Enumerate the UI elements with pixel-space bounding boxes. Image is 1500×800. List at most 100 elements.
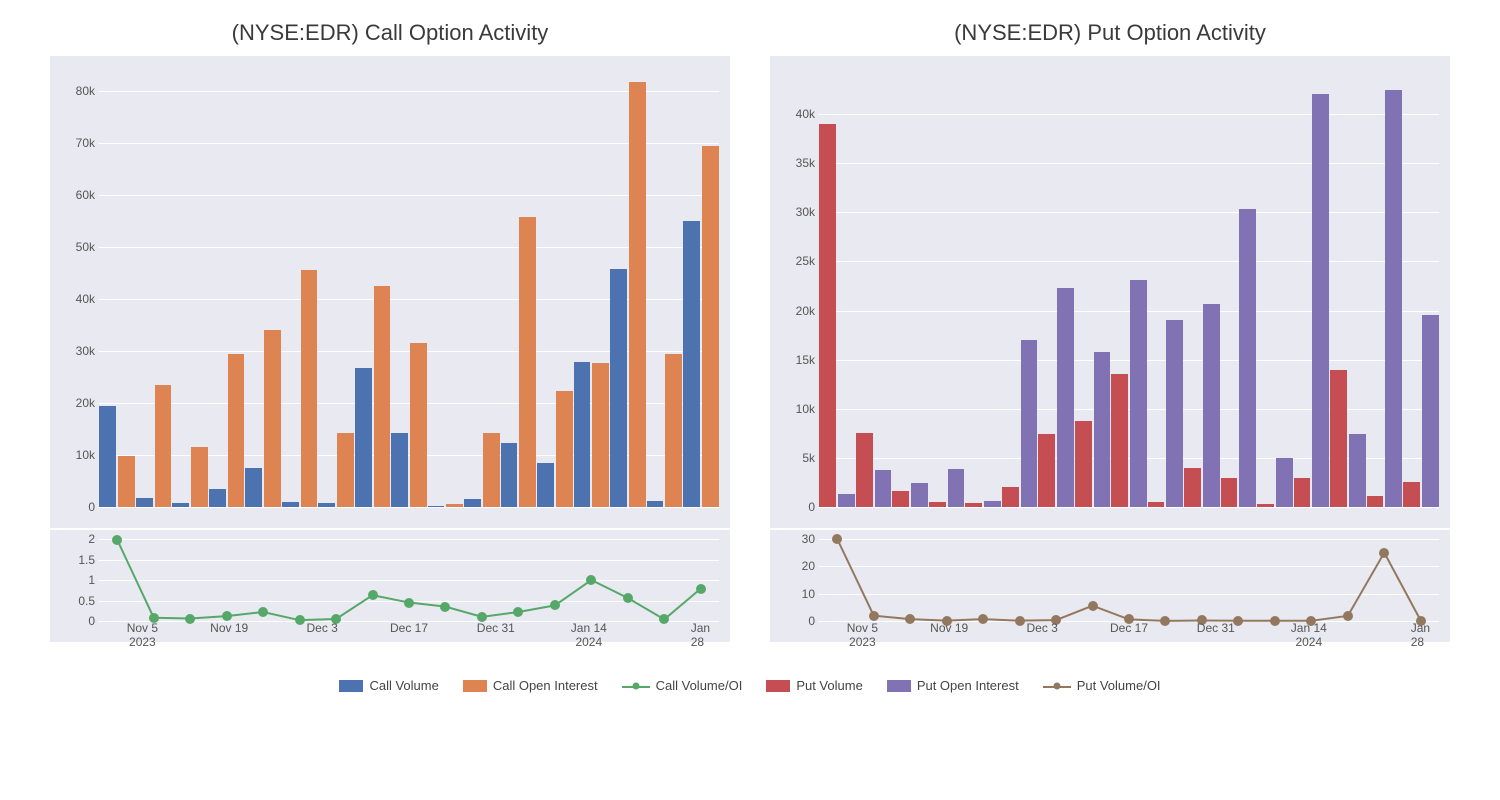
- y-tick: 1: [53, 573, 95, 587]
- ratio-marker: [1343, 611, 1353, 621]
- y-tick: 0: [53, 614, 95, 628]
- ratio-marker: [513, 607, 523, 617]
- bar-group: [892, 65, 928, 507]
- y-tick: 40k: [53, 292, 95, 306]
- bar-group: [1038, 65, 1074, 507]
- bar-group: [1293, 65, 1329, 507]
- volume-bar: [1075, 421, 1092, 507]
- oi-bar: [483, 433, 500, 507]
- ratio-marker: [440, 602, 450, 612]
- oi-bar: [1021, 340, 1038, 507]
- oi-bar: [665, 354, 682, 507]
- volume-bar: [209, 489, 226, 507]
- bar-group: [172, 65, 208, 507]
- year-label: 2024: [1295, 635, 1322, 649]
- x-tick: Dec 17: [1110, 621, 1148, 635]
- bar-group: [1184, 65, 1220, 507]
- oi-bar: [191, 447, 208, 507]
- bar-group: [1257, 65, 1293, 507]
- bar-group: [500, 65, 536, 507]
- bar-group: [610, 65, 646, 507]
- volume-bar: [610, 269, 627, 507]
- bar-group: [537, 65, 573, 507]
- ratio-marker: [623, 593, 633, 603]
- y-tick: 30k: [53, 344, 95, 358]
- ratio-line: [819, 539, 1439, 621]
- volume-bar: [683, 221, 700, 507]
- volume-bar: [99, 406, 116, 507]
- bar-group: [208, 65, 244, 507]
- x-tick: Dec 31: [1197, 621, 1235, 635]
- bar-group: [281, 65, 317, 507]
- oi-bar: [337, 433, 354, 507]
- put-title: (NYSE:EDR) Put Option Activity: [770, 20, 1450, 46]
- bar-group: [391, 65, 427, 507]
- x-tick: Jan 28: [1411, 621, 1430, 649]
- volume-bar: [391, 433, 408, 507]
- volume-bar: [1294, 478, 1311, 507]
- ratio-marker: [258, 607, 268, 617]
- y-tick: 30: [773, 532, 815, 546]
- volume-bar: [1367, 496, 1384, 507]
- oi-bar: [155, 385, 172, 507]
- ratio-marker: [112, 535, 122, 545]
- legend-label: Put Open Interest: [917, 678, 1019, 693]
- x-tick: Nov 19: [930, 621, 968, 635]
- volume-bar: [574, 362, 591, 507]
- x-tick: Jan 14: [1291, 621, 1327, 635]
- oi-bar: [1349, 434, 1366, 507]
- oi-bar: [1312, 94, 1329, 507]
- bar-group: [1074, 65, 1110, 507]
- y-tick: 15k: [773, 353, 815, 367]
- dashboard: (NYSE:EDR) Call Option Activity 010k20k3…: [20, 20, 1480, 642]
- oi-bar: [1203, 304, 1220, 507]
- oi-bar: [118, 456, 135, 507]
- ratio-marker: [368, 590, 378, 600]
- volume-bar: [1221, 478, 1238, 507]
- bar-group: [1220, 65, 1256, 507]
- bar-group: [354, 65, 390, 507]
- ratio-marker: [586, 575, 596, 585]
- y-tick: 25k: [773, 254, 815, 268]
- volume-bar: [1403, 482, 1420, 507]
- ratio-marker: [1379, 548, 1389, 558]
- volume-bar: [1184, 468, 1201, 507]
- legend-call-oi: Call Open Interest: [463, 678, 598, 693]
- oi-bar: [1385, 90, 1402, 507]
- year-label: 2024: [575, 635, 602, 649]
- oi-bar: [301, 270, 318, 507]
- x-tick: Dec 31: [477, 621, 515, 635]
- x-tick: Dec 3: [1027, 621, 1058, 635]
- y-tick: 20k: [773, 304, 815, 318]
- oi-bar: [629, 82, 646, 507]
- call-title: (NYSE:EDR) Call Option Activity: [50, 20, 730, 46]
- y-tick: 50k: [53, 240, 95, 254]
- legend-label: Put Volume: [796, 678, 863, 693]
- oi-bar: [1057, 288, 1074, 507]
- y-tick: 30k: [773, 205, 815, 219]
- y-tick: 5k: [773, 451, 815, 465]
- volume-bar: [537, 463, 554, 507]
- call-ratio-chart: 00.511.52 Nov 5Nov 19Dec 3Dec 17Dec 31Ja…: [50, 530, 730, 642]
- volume-bar: [892, 491, 909, 507]
- legend-label: Call Open Interest: [493, 678, 598, 693]
- oi-bar: [911, 483, 928, 507]
- y-tick: 80k: [53, 84, 95, 98]
- volume-bar: [856, 433, 873, 507]
- y-tick: 1.5: [53, 553, 95, 567]
- put-ratio-chart: 0102030 Nov 5Nov 19Dec 3Dec 17Dec 31Jan …: [770, 530, 1450, 642]
- legend-put-oi: Put Open Interest: [887, 678, 1019, 693]
- oi-bar: [374, 286, 391, 507]
- oi-bar: [875, 470, 892, 507]
- oi-bar: [948, 469, 965, 507]
- ratio-marker: [869, 611, 879, 621]
- bar-group: [1330, 65, 1366, 507]
- call-bar-chart: 010k20k30k40k50k60k70k80k: [50, 56, 730, 528]
- bar-group: [427, 65, 463, 507]
- y-tick: 0.5: [53, 594, 95, 608]
- call-panel: (NYSE:EDR) Call Option Activity 010k20k3…: [50, 20, 730, 642]
- ratio-line: [99, 539, 719, 621]
- y-tick: 40k: [773, 107, 815, 121]
- legend-call-volume: Call Volume: [339, 678, 438, 693]
- oi-bar: [1094, 352, 1111, 507]
